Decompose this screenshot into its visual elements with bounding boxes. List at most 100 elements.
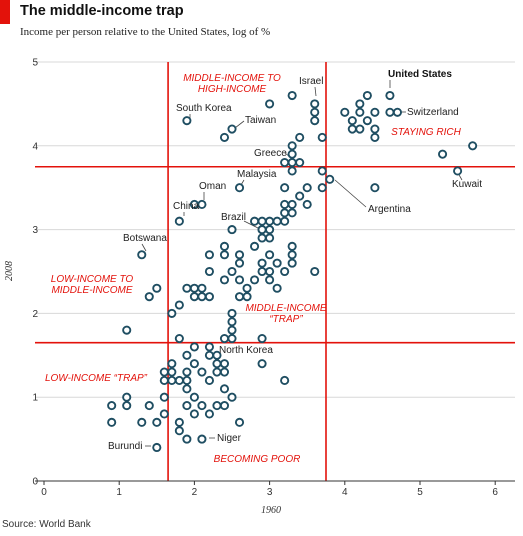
data-point (287, 199, 297, 210)
data-point (234, 183, 245, 193)
data-point (302, 183, 312, 193)
country-label: Malaysia (237, 169, 277, 180)
data-point (325, 174, 335, 184)
data-point (174, 216, 184, 226)
data-point (317, 183, 327, 193)
data-point (355, 99, 365, 109)
data-point (453, 166, 463, 176)
country-label: Israel (299, 76, 323, 87)
data-point (385, 107, 395, 117)
data-point (370, 132, 380, 142)
data-point (212, 401, 222, 411)
data-point (272, 283, 282, 293)
region-label: MIDDLE-INCOME (51, 285, 132, 296)
data-point (219, 250, 230, 260)
data-point (137, 417, 147, 427)
data-point (287, 258, 297, 268)
data-point (107, 417, 117, 427)
country-label: South Korea (176, 103, 232, 114)
data-point (197, 292, 207, 302)
data-point (174, 375, 184, 385)
country-label: Oman (199, 181, 226, 192)
data-point (204, 292, 214, 302)
data-point (167, 308, 177, 318)
data-point (340, 107, 350, 117)
country-label: Switzerland (407, 107, 459, 118)
country-label: Niger (217, 433, 242, 444)
data-point (257, 258, 267, 268)
data-point (287, 166, 297, 176)
data-point (280, 266, 290, 277)
y-tick-label: 5 (32, 58, 38, 69)
data-point (197, 434, 207, 444)
country-label: United States (388, 69, 452, 80)
data-point (362, 90, 372, 101)
data-point (219, 333, 230, 344)
country-label: Botswana (123, 233, 167, 244)
data-point (287, 241, 297, 251)
region-label: LOW-INCOME “TRAP” (45, 373, 148, 384)
data-point (122, 401, 132, 411)
data-point (302, 199, 312, 210)
country-label: Burundi (108, 441, 142, 452)
threshold-lines (35, 62, 515, 481)
data-point (347, 116, 357, 126)
region-label: “TRAP” (269, 314, 303, 325)
data-point (167, 367, 177, 377)
brand-tag (0, 0, 10, 24)
data-point (234, 275, 245, 285)
data-point (159, 375, 169, 385)
data-point (204, 409, 214, 419)
data-point (265, 225, 275, 235)
data-point (219, 401, 230, 411)
data-point (310, 266, 320, 277)
data-point (287, 90, 297, 101)
data-point (204, 375, 214, 385)
data-point (204, 342, 214, 352)
data-point (219, 275, 230, 285)
x-tick-label: 0 (41, 487, 47, 498)
data-point (189, 359, 199, 369)
data-point (370, 183, 380, 193)
data-point (295, 158, 305, 168)
x-tick-label: 3 (267, 487, 273, 498)
label-leader-line (141, 243, 147, 252)
data-point (272, 216, 282, 226)
data-point (174, 333, 184, 344)
data-point (174, 417, 184, 427)
data-point (227, 317, 237, 327)
data-point (159, 409, 169, 419)
data-point (347, 124, 357, 134)
data-point (197, 199, 207, 210)
data-point (265, 275, 275, 285)
country-label: Taiwan (245, 115, 276, 126)
data-point (280, 208, 290, 218)
data-point (182, 375, 192, 385)
data-point (189, 409, 199, 419)
y-tick-label: 0 (32, 477, 38, 488)
chart-subtitle: Income per person relative to the United… (20, 26, 271, 38)
y-tick-label: 4 (32, 141, 38, 152)
country-label: China (173, 201, 200, 212)
region-label: MIDDLE-INCOME (245, 303, 326, 314)
data-point (159, 367, 169, 377)
data-point (227, 266, 237, 277)
data-point (385, 90, 395, 101)
data-point (197, 401, 207, 411)
data-point (219, 384, 230, 394)
x-axis-title: 1960 (261, 505, 281, 516)
data-point (250, 241, 260, 251)
data-point (257, 233, 267, 243)
data-point (265, 250, 275, 260)
data-point (174, 300, 184, 310)
data-point (468, 141, 478, 151)
country-label: Brazil (221, 212, 246, 223)
data-point (189, 283, 199, 293)
data-point (287, 250, 297, 260)
data-point (310, 107, 320, 117)
data-point (280, 216, 290, 226)
data-point (219, 359, 230, 369)
data-point (355, 124, 365, 134)
